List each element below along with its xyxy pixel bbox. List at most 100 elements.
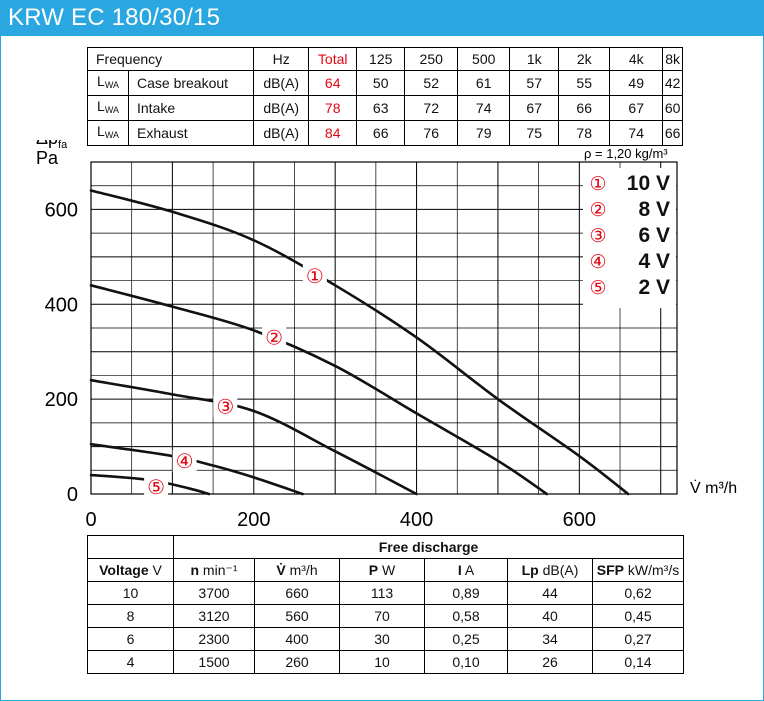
sound-cell: 49 [609, 70, 664, 96]
perf-group-header-row: Free discharge [87, 535, 684, 559]
curve-marker-bg [262, 326, 287, 349]
perf-cell: 10 [87, 581, 174, 605]
sound-cell: 60 [662, 95, 683, 121]
sound-cell: 63 [356, 95, 406, 121]
sound-cell: 79 [457, 120, 511, 146]
curve-marker-bg [213, 395, 238, 418]
title-bar: KRW EC 180/30/15 [0, 0, 764, 36]
curve-marker-5: ⑤ [147, 475, 165, 499]
perf-cell: 260 [254, 650, 340, 674]
sound-row-total: 84 [308, 120, 358, 146]
curve-line-3 [89, 378, 418, 496]
sound-cell: 72 [404, 95, 459, 121]
sound-header-500: 500 [457, 47, 511, 71]
y-tick-label: 0 [67, 484, 78, 506]
lwa-symbol: LWA [87, 120, 129, 146]
page-title: KRW EC 180/30/15 [8, 4, 221, 31]
curve-marker-4: ④ [176, 449, 194, 473]
sound-header-frequency: Frequency [86, 47, 255, 71]
perf-row-4v: 4 1500 260 10 0,10 26 0,14 [87, 650, 684, 674]
perf-header-lp: Lp dB(A) [507, 558, 593, 582]
sound-header-hz: Hz [253, 47, 310, 71]
perf-cell: 6 [87, 627, 174, 651]
chart-curves [89, 189, 630, 496]
perf-header-current: I A [424, 558, 508, 582]
legend-label: 4 V [638, 250, 670, 273]
performance-table: Free discharge Voltage V n min⁻¹ V̇ m³/h… [87, 535, 684, 674]
sound-cell: 57 [509, 70, 560, 96]
sound-cell: 67 [609, 95, 664, 121]
legend-number: ② [589, 199, 606, 221]
x-tick-label: 400 [400, 509, 433, 531]
plot-border [90, 161, 678, 495]
legend-label: 2 V [638, 276, 670, 299]
curve-marker-bg [144, 475, 169, 498]
perf-cell: 10 [339, 650, 425, 674]
lwa-symbol: LWA [87, 95, 129, 121]
perf-row-8v: 8 3120 560 70 0,58 40 0,45 [87, 604, 684, 628]
perf-cell: 2300 [173, 627, 255, 651]
x-tick-label: 600 [563, 509, 596, 531]
sound-header-2k: 2k [558, 47, 611, 71]
sound-row-unit: dB(A) [253, 95, 310, 121]
sound-row-exhaust: LWA Exhaust dB(A) 84 66 76 79 75 78 74 6… [87, 120, 683, 146]
x-tick-label: 0 [85, 509, 96, 531]
perf-header-power: P W [339, 558, 425, 582]
sound-cell: 66 [558, 95, 611, 121]
y-axis-label: Δpfa [36, 140, 68, 151]
curve-marker-bg [172, 449, 197, 472]
sound-row-total: 64 [308, 70, 358, 96]
perf-cell: 0,58 [424, 604, 508, 628]
perf-cell: 0,14 [592, 650, 684, 674]
perf-header-airflow: V̇ m³/h [254, 558, 340, 582]
legend-background [583, 168, 676, 308]
sound-row-label: Case breakout [128, 70, 255, 96]
perf-cell: 113 [339, 581, 425, 605]
perf-row-6v: 6 2300 400 30 0,25 34 0,27 [87, 627, 684, 651]
sound-cell: 67 [509, 95, 560, 121]
y-tick-label: 600 [45, 199, 78, 221]
perf-cell: 660 [254, 581, 340, 605]
legend-number: ⑤ [589, 277, 606, 299]
perf-cell: 8 [87, 604, 174, 628]
legend-number: ③ [589, 225, 606, 247]
y-axis-unit: Pa [36, 148, 59, 168]
sound-row-unit: dB(A) [253, 70, 310, 96]
perf-cell: 3120 [173, 604, 255, 628]
sound-power-table: Frequency Hz Total 125 250 500 1k 2k 4k … [86, 47, 683, 146]
perf-cell: 44 [507, 581, 593, 605]
perf-cell: 70 [339, 604, 425, 628]
sound-table-header-row: Frequency Hz Total 125 250 500 1k 2k 4k … [86, 47, 683, 71]
x-axis-label: V̇ m³/h [690, 479, 737, 497]
perf-empty-corner [87, 535, 174, 559]
y-tick-label: 200 [45, 389, 78, 411]
sound-row-label: Exhaust [128, 120, 255, 146]
perf-group-header: Free discharge [173, 535, 684, 559]
density-note: ρ = 1,20 kg/m³ [584, 146, 668, 161]
curve-line-2 [89, 284, 549, 496]
sound-cell: 52 [404, 70, 459, 96]
sound-row-intake: LWA Intake dB(A) 78 63 72 74 67 66 67 60 [87, 95, 683, 121]
perf-cell: 0,25 [424, 627, 508, 651]
x-tick-labels: 0 200 400 600 [85, 509, 596, 531]
lwa-symbol: LWA [87, 70, 129, 96]
perf-cell: 34 [507, 627, 593, 651]
perf-header-speed: n min⁻¹ [173, 558, 255, 582]
sound-cell: 74 [457, 95, 511, 121]
sound-cell: 78 [558, 120, 611, 146]
curve-marker-3: ③ [216, 394, 234, 418]
sound-header-250: 250 [404, 47, 459, 71]
perf-cell: 0,89 [424, 581, 508, 605]
perf-header-row: Voltage V n min⁻¹ V̇ m³/h P W I A Lp dB(… [87, 558, 684, 582]
sound-row-total: 78 [308, 95, 358, 121]
curve-marker-2: ② [265, 325, 283, 349]
perf-cell: 4 [87, 650, 174, 674]
y-tick-labels: 0 200 400 600 [45, 199, 78, 506]
sound-cell: 61 [457, 70, 511, 96]
y-tick-label: 400 [45, 294, 78, 316]
chart-curve-markers: ① ② ③ ④⑤ [144, 264, 327, 499]
curve-line-4 [89, 442, 304, 496]
perf-cell: 1500 [173, 650, 255, 674]
perf-cell: 400 [254, 627, 340, 651]
sound-cell: 50 [356, 70, 406, 96]
